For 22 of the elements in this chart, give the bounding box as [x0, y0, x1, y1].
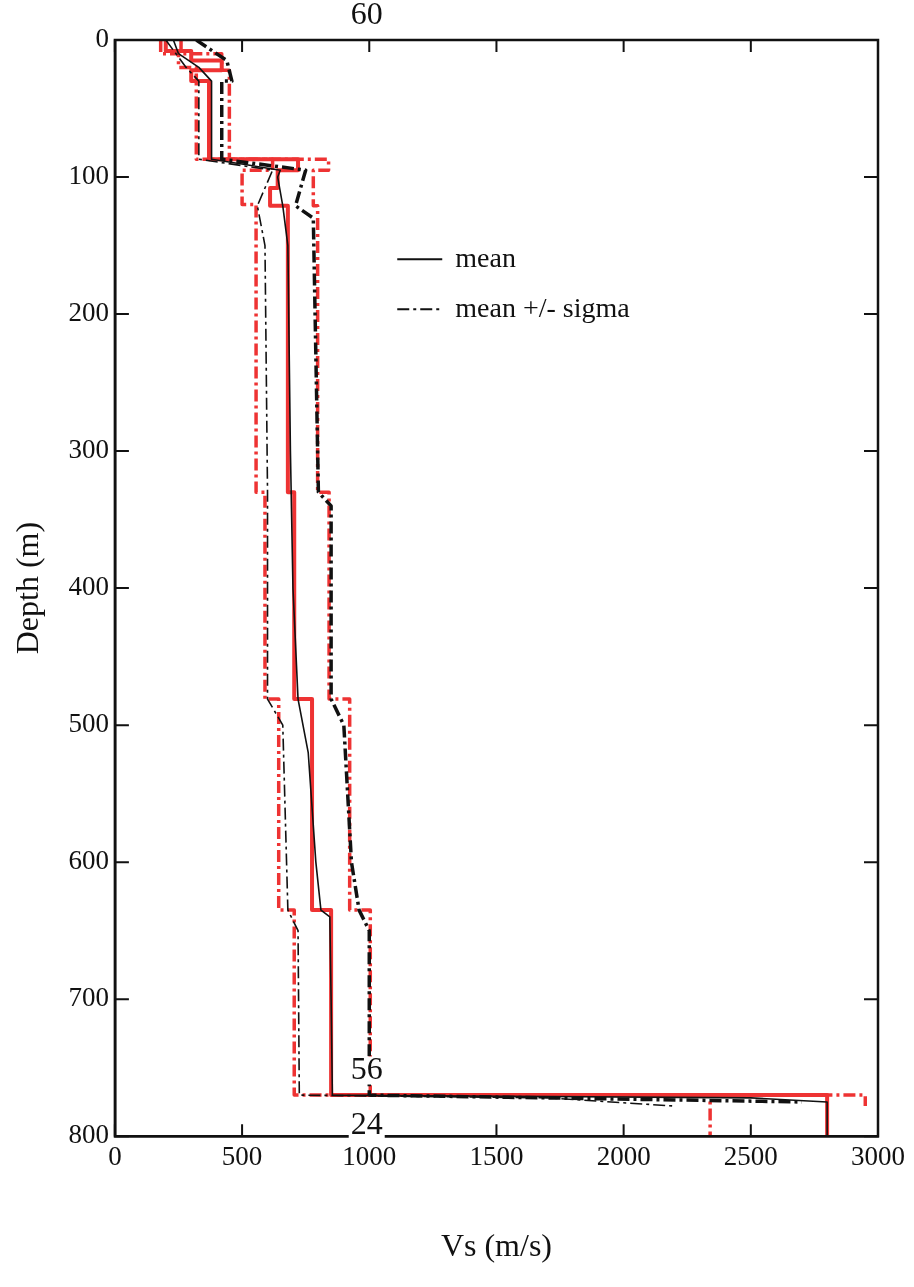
y-tick-label: 300: [68, 434, 109, 465]
y-tick-label: 0: [95, 23, 109, 54]
annotation: 56: [350, 1049, 383, 1086]
y-tick-label: 200: [68, 297, 109, 328]
y-tick-label: 600: [68, 845, 109, 876]
y-tick-label: 800: [68, 1119, 109, 1150]
legend-label: mean: [455, 241, 516, 273]
x-tick-label: 2000: [596, 1141, 651, 1172]
y-axis-title: Depth (m): [8, 521, 45, 655]
text: 60: [350, 0, 383, 32]
x-tick-label: 1000: [342, 1141, 397, 1172]
y-tick-label: 100: [68, 160, 109, 191]
y-tick-label: 400: [68, 571, 109, 602]
x-tick-label: 3000: [851, 1141, 905, 1172]
y-tick-label: 500: [68, 708, 109, 739]
x-tick-label: 2500: [723, 1141, 778, 1172]
x-tick-label: 1500: [469, 1141, 524, 1172]
x-tick-label: 500: [221, 1141, 263, 1172]
x-axis-title: Vs (m/s): [440, 1227, 552, 1264]
annotation: 24: [350, 1104, 383, 1141]
y-tick-label: 700: [68, 982, 109, 1013]
legend-label: mean +/- sigma: [455, 291, 631, 323]
